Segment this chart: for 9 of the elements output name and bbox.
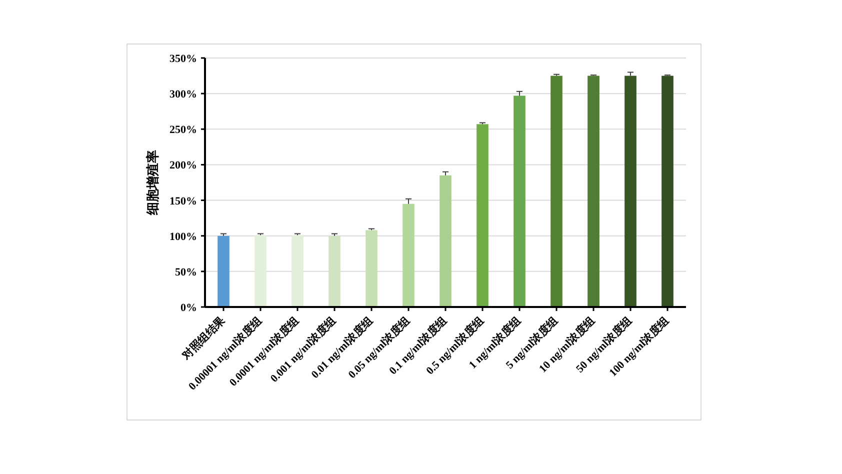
- y-tick-label: 250%: [170, 124, 197, 136]
- y-tick-label: 200%: [170, 160, 197, 172]
- y-tick-label: 350%: [170, 53, 197, 65]
- y-tick-label: 0%: [180, 302, 197, 314]
- y-axis-title: 细胞增殖率: [145, 150, 160, 216]
- y-tick-label: 50%: [175, 266, 197, 278]
- y-tick-label: 300%: [170, 88, 197, 101]
- y-tick-label: 100%: [170, 230, 197, 243]
- y-tick-label: 150%: [170, 195, 197, 208]
